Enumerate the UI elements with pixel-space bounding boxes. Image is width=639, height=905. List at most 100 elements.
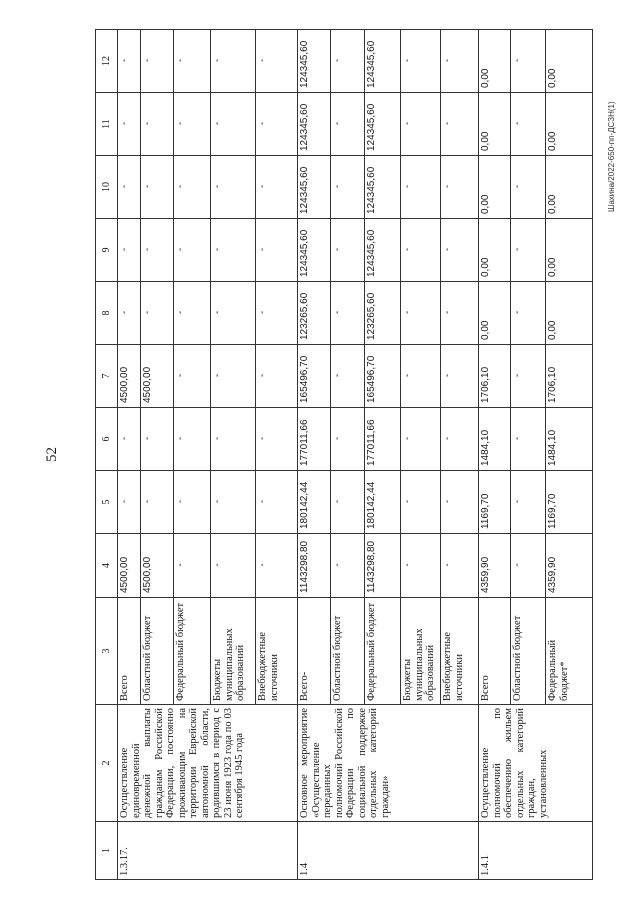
column-number-header: 12	[95, 29, 118, 93]
funding-amount: 0,00	[545, 218, 593, 282]
funding-amount: -	[210, 407, 256, 471]
funding-amount: -	[210, 533, 256, 598]
funding-amount: -	[210, 281, 256, 345]
funding-amount: -	[255, 407, 298, 471]
funding-amount: -	[140, 407, 174, 471]
funding-amount: -	[173, 470, 211, 534]
funding-amount: -	[440, 29, 479, 93]
funding-amount: -	[330, 218, 365, 282]
table-row: 1.3.17. Осуществление единовременной дене…	[117, 29, 298, 880]
funding-amount: -	[330, 92, 365, 156]
funding-amount: 0,00	[478, 29, 511, 93]
funding-source: Областной бюджет	[510, 597, 546, 705]
funding-amount: -	[140, 470, 174, 534]
funding-amount: -	[510, 29, 546, 93]
funding-amount: 124345,60	[297, 92, 331, 156]
funding-amount: 0,00	[478, 155, 511, 219]
column-number-header: 3	[95, 597, 118, 705]
funding-amount: -	[255, 155, 298, 219]
funding-amount: 4359,90	[545, 533, 593, 598]
funding-source: Федеральный бюджет	[173, 597, 211, 705]
funding-amount: 1143298,80	[364, 533, 401, 598]
funding-amount: -	[510, 470, 546, 534]
funding-amount: -	[117, 281, 141, 345]
funding-amount: -	[140, 92, 174, 156]
funding-source: Областной бюджет	[140, 597, 174, 705]
funding-amount: -	[400, 407, 441, 471]
funding-source: Бюджеты муниципальных образований	[210, 597, 256, 705]
funding-amount: 1169,70	[478, 470, 511, 534]
item-code: 1.4.1	[478, 821, 593, 880]
funding-amount: -	[210, 218, 256, 282]
funding-amount: -	[255, 29, 298, 93]
funding-amount: -	[210, 92, 256, 156]
column-number-header: 9	[95, 218, 118, 282]
funding-amount: -	[440, 218, 479, 282]
funding-amount: 124345,60	[364, 92, 401, 156]
funding-amount: -	[440, 92, 479, 156]
funding-amount: -	[440, 281, 479, 345]
funding-amount: 1706,10	[478, 344, 511, 408]
funding-amount: -	[210, 470, 256, 534]
funding-amount: -	[173, 155, 211, 219]
funding-amount: 0,00	[478, 218, 511, 282]
funding-amount: -	[173, 92, 211, 156]
funding-amount: -	[330, 407, 365, 471]
funding-amount: -	[510, 92, 546, 156]
funding-amount: 124345,60	[297, 29, 331, 93]
funding-amount: -	[210, 29, 256, 93]
funding-amount: -	[117, 470, 141, 534]
funding-source: Внебюджетные источники	[440, 597, 479, 705]
column-number-header: 7	[95, 344, 118, 408]
funding-source: Всего-	[297, 597, 331, 705]
funding-amount: -	[440, 155, 479, 219]
funding-amount: -	[330, 155, 365, 219]
column-number-header: 6	[95, 407, 118, 471]
column-number-header: 5	[95, 470, 118, 534]
funding-amount: -	[140, 29, 174, 93]
funding-amount: 177011,66	[297, 407, 331, 471]
document-footer-id: Шахина/2022-650-пп-ДСЗН(1)	[607, 101, 616, 212]
funding-amount: 4500,00	[117, 533, 141, 598]
funding-amount: 4359,90	[478, 533, 511, 598]
funding-amount: 124345,60	[297, 218, 331, 282]
funding-amount: -	[330, 470, 365, 534]
funding-amount: 4500,00	[140, 533, 174, 598]
funding-amount: -	[255, 470, 298, 534]
funding-amount: -	[400, 218, 441, 282]
funding-amount: -	[400, 470, 441, 534]
funding-amount: -	[140, 281, 174, 345]
funding-amount: -	[330, 29, 365, 93]
item-name: Осуществление полномочий по обеспечению …	[478, 704, 593, 822]
item-code: 1.4	[297, 821, 479, 880]
funding-amount: 1484,10	[545, 407, 593, 471]
funding-amount: 124345,60	[297, 155, 331, 219]
funding-source: Федеральный бюджет	[364, 597, 401, 705]
funding-amount: 4500,00	[140, 344, 174, 408]
funding-source: Внебюджетные источники	[255, 597, 298, 705]
funding-amount: -	[117, 29, 141, 93]
funding-amount: -	[173, 344, 211, 408]
funding-amount: -	[173, 281, 211, 345]
funding-amount: -	[255, 218, 298, 282]
funding-amount: 0,00	[545, 92, 593, 156]
funding-amount: 4500,00	[117, 344, 141, 408]
item-name: Осуществление единовременной денежной вы…	[117, 704, 298, 822]
funding-amount: -	[510, 281, 546, 345]
funding-amount: 123265,60	[297, 281, 331, 345]
funding-amount: -	[510, 218, 546, 282]
funding-source: Всего	[117, 597, 141, 705]
funding-amount: 177011,66	[364, 407, 401, 471]
funding-amount: -	[117, 218, 141, 282]
funding-amount: -	[210, 344, 256, 408]
column-number-header: 11	[95, 92, 118, 156]
funding-amount: -	[440, 344, 479, 408]
funding-amount: -	[173, 29, 211, 93]
funding-amount: -	[440, 470, 479, 534]
funding-amount: 0,00	[545, 155, 593, 219]
funding-amount: -	[400, 281, 441, 345]
budget-table: 1 2 3 4 5 6 7 8 9 10 11 12 1.3.17. Осуществление един…	[95, 29, 593, 880]
column-number-header: 8	[95, 281, 118, 345]
item-code: 1.3.17.	[117, 821, 298, 880]
funding-amount: 1143298,80	[297, 533, 331, 598]
